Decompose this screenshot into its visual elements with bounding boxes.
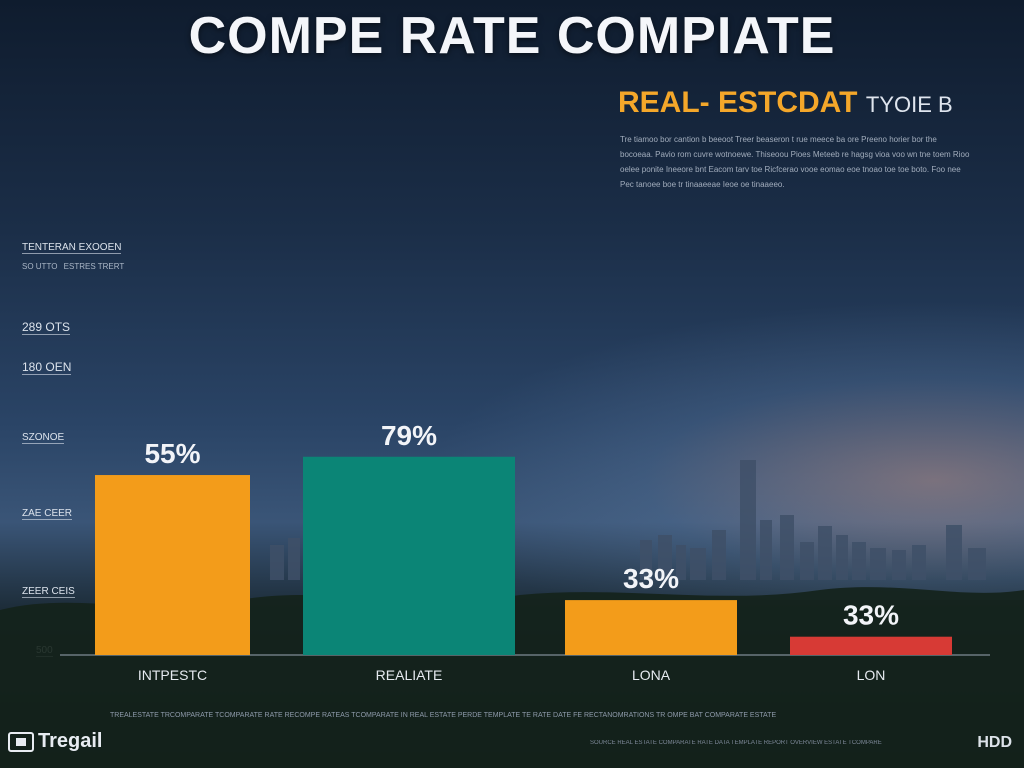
hills — [0, 587, 1024, 768]
side-label-4: SZONOE — [22, 432, 65, 444]
brand-logo: Tregail — [8, 730, 102, 753]
brand-name: Tregail — [38, 730, 103, 752]
bar-4 — [790, 636, 952, 655]
side-label-5: ZAE CEER — [22, 508, 73, 520]
category-label-1: INTPESTC — [138, 667, 207, 683]
subheading-accent: REAL- ESTCDAT — [618, 86, 858, 119]
subheading-rest: TYOIE B — [865, 92, 953, 117]
footer-source: SOURCE REAL ESTATE COMPARATE RATE DATA T… — [590, 740, 882, 746]
side-label-2: 289 OTS — [22, 320, 71, 335]
side-label-6: ZEER CEIS — [22, 586, 75, 598]
skyline — [270, 460, 986, 580]
bars-group: 55% INTPESTC 79% REALIATE 33% LONA 33% LON — [95, 420, 952, 683]
bar-3 — [565, 600, 737, 655]
side-label-1-small-a: SO UTTO — [22, 262, 58, 271]
subheading: REAL- ESTCDAT TYOIE B — [618, 86, 953, 120]
side-label-3: 180 OEN — [22, 360, 72, 375]
bar-2 — [303, 456, 515, 655]
category-label-3: LONA — [632, 667, 671, 683]
footer-disclaimer: TREALESTATE TRCOMPARATE TCOMPARATE RATE … — [110, 712, 777, 719]
category-label-4: LON — [857, 667, 886, 683]
bar-1 — [95, 475, 250, 655]
side-label-1-small-b: ESTRES TRERT — [63, 262, 125, 271]
bar-value-label-1: 55% — [144, 438, 200, 469]
bar-value-label-2: 79% — [381, 420, 437, 451]
corner-badge: HDD — [977, 734, 1012, 751]
description-text: Tre tiamoo bor cantion b beeoot Treer be… — [620, 135, 970, 189]
category-label-2: REALIATE — [376, 667, 443, 683]
brand-icon — [8, 731, 34, 752]
bar-value-label-3: 33% — [623, 563, 679, 594]
side-label-1: TENTERAN EXOOEN — [22, 242, 122, 254]
bar-value-label-4: 33% — [843, 600, 899, 631]
side-label-1-small: SO UTTO ESTRES TRERT — [22, 262, 124, 271]
page-title: COMPE RATE COMPIATE — [188, 7, 836, 65]
